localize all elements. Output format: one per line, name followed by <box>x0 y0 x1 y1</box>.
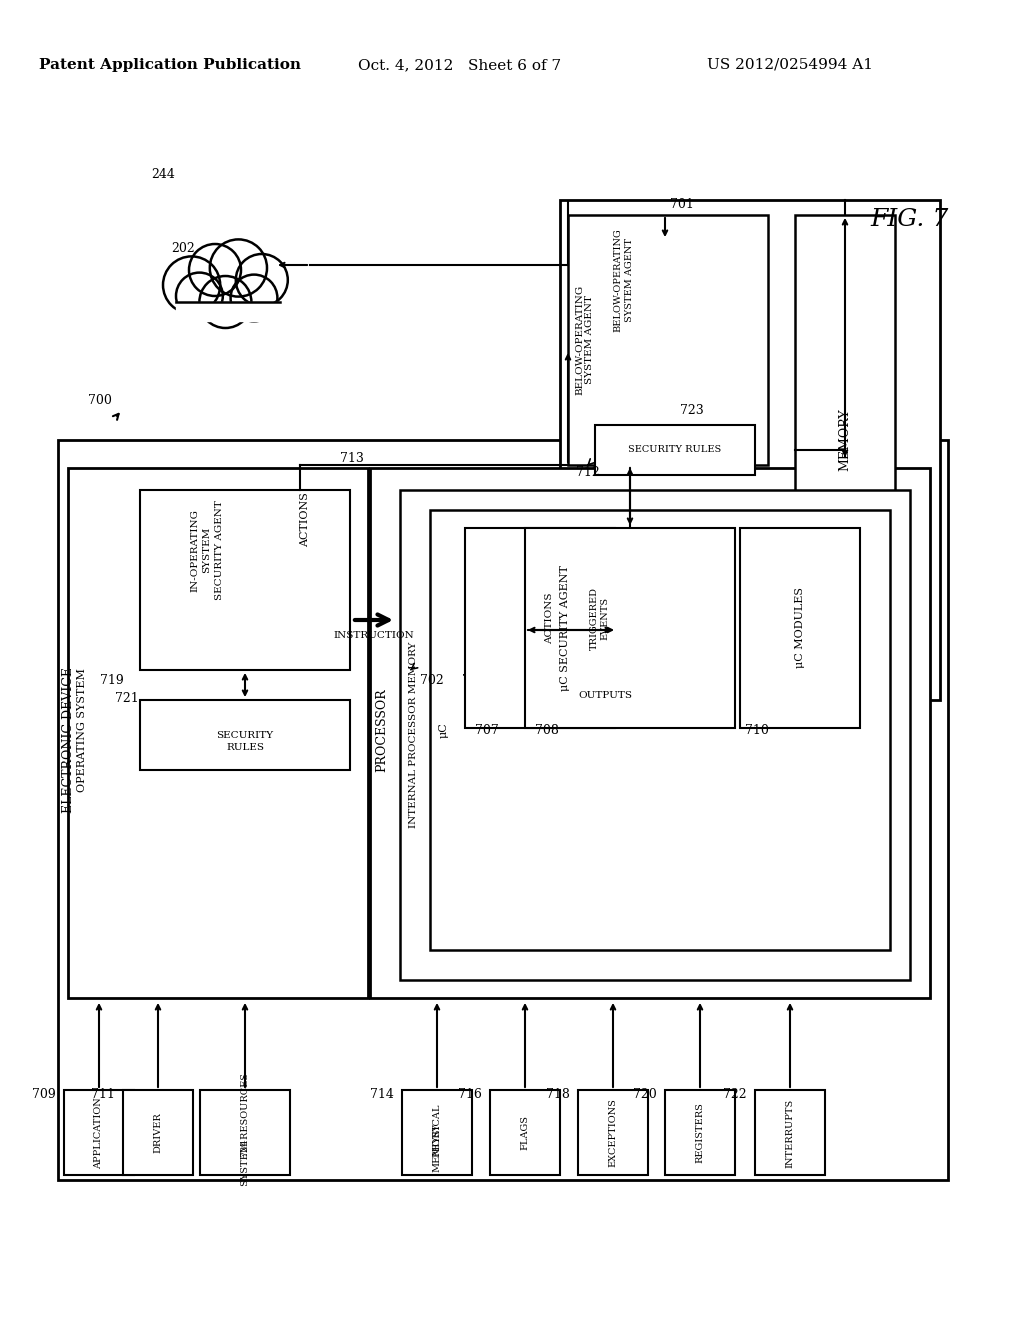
Bar <box>795 215 895 665</box>
Text: 719: 719 <box>100 673 124 686</box>
Text: DRIVER: DRIVER <box>154 1113 163 1154</box>
Bar <box>578 1090 648 1175</box>
Bar <box>525 528 735 729</box>
Text: APPLICATION: APPLICATION <box>94 1097 103 1170</box>
Bar <box>370 469 930 998</box>
Text: 722: 722 <box>723 1089 746 1101</box>
Text: OUTPUTS: OUTPUTS <box>578 690 632 700</box>
Bar <box>140 490 350 671</box>
Text: 721: 721 <box>115 692 138 705</box>
Text: INSTRUCTION: INSTRUCTION <box>334 631 415 639</box>
Text: μC MODULES: μC MODULES <box>795 587 805 668</box>
Circle shape <box>176 273 223 319</box>
Text: 702: 702 <box>420 673 443 686</box>
Bar <box>63 1090 134 1175</box>
Text: Oct. 4, 2012   Sheet 6 of 7: Oct. 4, 2012 Sheet 6 of 7 <box>358 58 561 73</box>
Text: IN-OPERATING: IN-OPERATING <box>190 508 200 591</box>
Text: 244: 244 <box>152 169 175 181</box>
Text: 724: 724 <box>241 1139 250 1158</box>
Text: MEMORY: MEMORY <box>839 409 852 471</box>
Bar <box>595 425 755 475</box>
Text: FIG. 7: FIG. 7 <box>870 209 949 231</box>
Text: 706: 706 <box>462 673 485 686</box>
Text: 708: 708 <box>535 723 559 737</box>
Bar <box>183 265 273 315</box>
Text: Patent Application Publication: Patent Application Publication <box>39 58 301 73</box>
Text: μC SECURITY AGENT: μC SECURITY AGENT <box>560 565 570 690</box>
Text: US 2012/0254994 A1: US 2012/0254994 A1 <box>707 58 873 73</box>
Text: SECURITY: SECURITY <box>216 730 273 739</box>
Text: SECURITY AGENT: SECURITY AGENT <box>214 500 223 599</box>
Text: 716: 716 <box>458 1089 482 1101</box>
Text: INTERNAL PROCESSOR MEMORY: INTERNAL PROCESSOR MEMORY <box>410 642 419 828</box>
Bar <box>402 1090 472 1175</box>
Circle shape <box>236 253 288 306</box>
Circle shape <box>189 244 241 296</box>
Text: PHYSICAL: PHYSICAL <box>432 1104 441 1156</box>
Text: 709: 709 <box>32 1089 56 1101</box>
Bar <box>400 490 910 979</box>
Bar <box>200 1090 290 1175</box>
Text: INTERRUPTS: INTERRUPTS <box>785 1098 795 1168</box>
Text: 700: 700 <box>88 393 112 407</box>
Text: TRIGGERED
EVENTS: TRIGGERED EVENTS <box>590 586 609 649</box>
Text: 710: 710 <box>745 723 769 737</box>
Text: SECURITY RULES: SECURITY RULES <box>535 576 545 681</box>
Text: BELOW-OPERATING: BELOW-OPERATING <box>613 228 623 331</box>
Bar <box>568 215 768 465</box>
Bar <box>755 1090 825 1175</box>
Bar <box>68 469 368 998</box>
Text: PROTECTION: PROTECTION <box>193 281 263 289</box>
Text: 711: 711 <box>91 1089 115 1101</box>
Text: SECURITY RULES: SECURITY RULES <box>629 446 722 454</box>
Bar <box>176 302 280 321</box>
Text: 701: 701 <box>670 198 694 211</box>
Text: SYSTEM RESOURCES: SYSTEM RESOURCES <box>241 1073 250 1187</box>
Text: 704: 704 <box>530 676 554 689</box>
Text: REGISTERS: REGISTERS <box>695 1102 705 1163</box>
Text: EXCEPTIONS: EXCEPTIONS <box>608 1098 617 1167</box>
Text: SERVER: SERVER <box>207 290 249 300</box>
Bar <box>560 201 940 700</box>
Text: 713: 713 <box>340 451 364 465</box>
Bar <box>465 528 615 729</box>
Bar <box>430 510 890 950</box>
Text: ACTIONS: ACTIONS <box>546 593 555 644</box>
Text: μC: μC <box>439 722 449 738</box>
Circle shape <box>200 276 252 327</box>
Text: SYSTEM AGENT: SYSTEM AGENT <box>586 296 595 384</box>
Text: 202: 202 <box>171 242 195 255</box>
Text: FLAGS: FLAGS <box>520 1115 529 1151</box>
Bar <box>740 528 860 729</box>
Circle shape <box>210 239 267 297</box>
Bar <box>58 440 948 1180</box>
Text: SYSTEM: SYSTEM <box>203 527 212 573</box>
Text: 707: 707 <box>475 723 499 737</box>
Text: ACTIONS: ACTIONS <box>300 492 310 548</box>
Circle shape <box>163 256 220 314</box>
Bar <box>665 1090 735 1175</box>
Text: BELOW-OPERATING: BELOW-OPERATING <box>575 285 585 395</box>
Text: ELECTRONIC DEVICE: ELECTRONIC DEVICE <box>61 667 75 813</box>
Text: 718: 718 <box>546 1089 570 1101</box>
Text: 720: 720 <box>633 1089 657 1101</box>
Text: 712: 712 <box>575 466 600 479</box>
Bar <box>123 1090 193 1175</box>
Bar <box>490 1090 560 1175</box>
Text: RULES: RULES <box>226 743 264 752</box>
Text: SYSTEM AGENT: SYSTEM AGENT <box>626 238 635 322</box>
Text: 703: 703 <box>820 661 844 675</box>
Text: MEMORY: MEMORY <box>432 1123 441 1172</box>
Text: 714: 714 <box>370 1089 394 1101</box>
Text: 723: 723 <box>680 404 703 417</box>
Circle shape <box>230 275 278 321</box>
Text: OPERATING SYSTEM: OPERATING SYSTEM <box>77 668 87 792</box>
Text: PROCESSOR: PROCESSOR <box>376 688 388 772</box>
Bar <box>140 700 350 770</box>
